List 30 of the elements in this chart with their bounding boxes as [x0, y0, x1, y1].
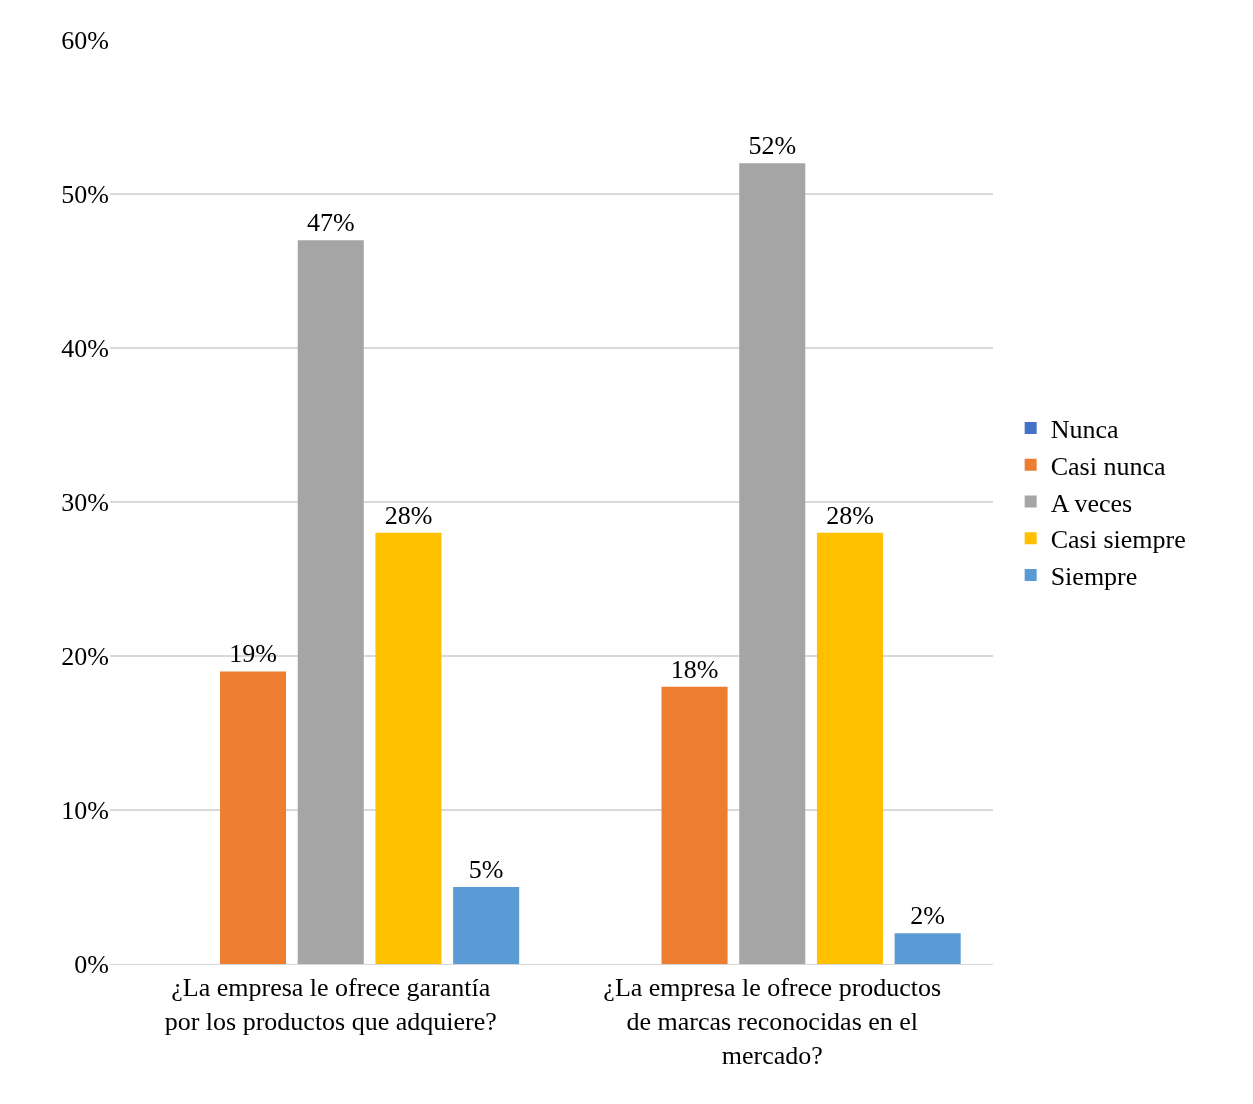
legend-label: Nunca	[1050, 415, 1119, 445]
y-tick-label: 40%	[61, 334, 109, 364]
data-label: 28%	[826, 500, 874, 530]
y-tick-label: 0%	[74, 950, 109, 980]
bar	[297, 240, 364, 964]
y-tick-label: 20%	[61, 642, 109, 672]
y-tick-label: 50%	[61, 180, 109, 210]
bar	[739, 163, 806, 964]
x-tick-label: ¿La empresa le ofrece garantía por los productos que adquiere?	[164, 973, 497, 1036]
x-tick-label: ¿La empresa le ofrece productos de marcas reconocidas en el mercado?	[603, 973, 942, 1070]
y-tick-label: 30%	[61, 488, 109, 518]
data-label: 52%	[748, 131, 797, 161]
bar	[661, 686, 728, 964]
legend-label: A veces	[1050, 488, 1133, 518]
legend-label: Casi siempre	[1050, 525, 1186, 555]
bar	[453, 887, 520, 964]
legend-label: Siempre	[1050, 562, 1138, 592]
bar	[220, 671, 287, 964]
data-label: 2%	[910, 901, 945, 931]
legend-label: Casi nunca	[1050, 451, 1166, 481]
y-tick-label: 10%	[61, 796, 109, 826]
bar	[816, 532, 883, 964]
data-label: 28%	[384, 500, 433, 530]
data-label: 47%	[306, 208, 355, 238]
data-label: 5%	[468, 855, 504, 884]
y-tick-label: 60%	[61, 26, 109, 56]
bar	[375, 532, 442, 964]
data-label: 18%	[670, 654, 719, 684]
bar	[894, 933, 961, 964]
data-label: 19%	[229, 639, 277, 669]
